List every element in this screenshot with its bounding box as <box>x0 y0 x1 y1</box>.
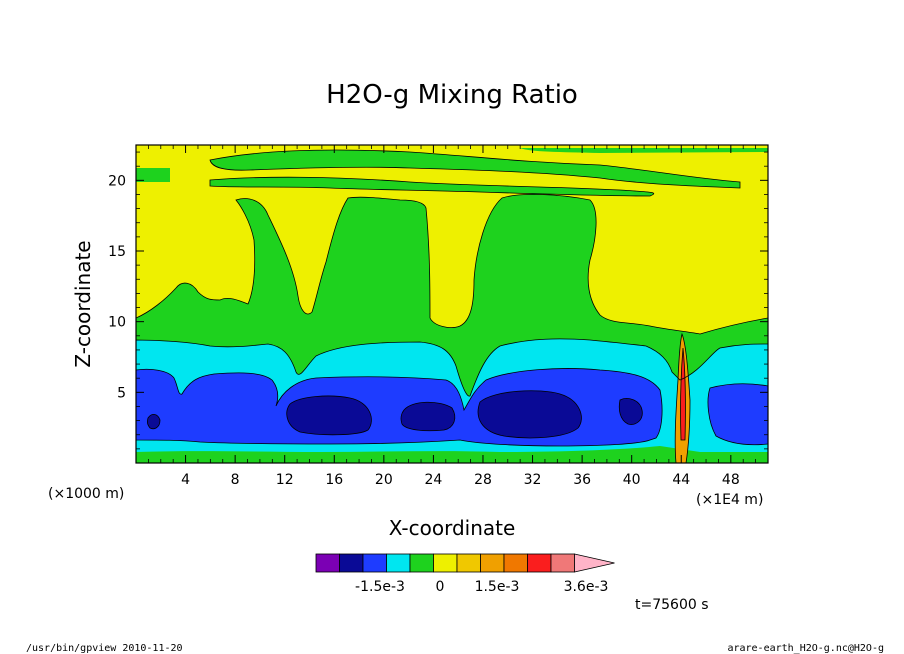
contour-line <box>680 347 686 441</box>
x-tick-label: 32 <box>524 472 542 488</box>
colorbar-swatch <box>315 553 340 573</box>
field-green-top-band <box>210 177 654 196</box>
field-green-top-left <box>136 168 170 182</box>
colorbar: -1.5e-3 0 1.5e-3 3.6e-3 <box>315 553 615 595</box>
colorbar-label: 3.6e-3 <box>564 579 609 595</box>
contour-line <box>136 368 663 447</box>
x-axis: 4 8 12 16 20 24 28 32 36 40 44 48 <box>147 145 757 488</box>
field-green-top <box>210 150 740 188</box>
x-axis-label: X-coordinate <box>389 516 516 540</box>
contour-line <box>209 176 655 197</box>
x-unit-label: (×1000 m) <box>48 486 124 502</box>
x-tick-label: 8 <box>231 472 240 488</box>
field-darkblue-core-2 <box>400 402 455 431</box>
contour-line <box>618 398 643 425</box>
footer-left: /usr/bin/gpview 2010-11-20 <box>26 643 183 654</box>
colorbar-swatch <box>550 553 575 573</box>
contour-line <box>136 193 768 463</box>
contour-line <box>286 395 372 436</box>
colorbar-swatch <box>480 553 505 573</box>
colorbar-label: 1.5e-3 <box>475 579 520 595</box>
chart-title: H2O-g Mixing Ratio <box>326 80 578 110</box>
x-tick-label: 28 <box>474 472 492 488</box>
colorbar-arrow <box>574 553 615 573</box>
colorbar-swatch <box>409 553 434 573</box>
colorbar-label: 0 <box>436 579 445 595</box>
field-darkblue-core-4 <box>147 414 160 429</box>
x-tick-label: 24 <box>424 472 442 488</box>
x-tick-label: 40 <box>623 472 641 488</box>
contour-line <box>400 401 456 432</box>
field-darkblue-core-5 <box>619 398 643 425</box>
x-tick-label: 44 <box>672 472 690 488</box>
contour-line <box>477 390 582 439</box>
y-tick-label: 5 <box>117 385 126 401</box>
y-tick-label: 15 <box>108 244 126 260</box>
colorbar-label: -1.5e-3 <box>355 579 405 595</box>
colorbar-swatch <box>433 553 458 573</box>
field-darkblue-core-1 <box>286 396 372 435</box>
colorbar-swatch <box>503 553 528 573</box>
x-tick-label: 36 <box>573 472 591 488</box>
plot-frame <box>135 144 769 464</box>
time-label: t=75600 s <box>635 597 709 613</box>
field-darkblue-core-3 <box>478 390 582 438</box>
contour-lines <box>136 149 768 463</box>
y-axis-label: Z-coordinate <box>71 240 95 367</box>
x-tick-label: 48 <box>722 472 740 488</box>
field-blue-right <box>708 383 768 445</box>
field-blue <box>136 368 663 446</box>
y-axis: 5 10 15 20 <box>108 151 768 450</box>
footer-right: arare-earth_H2O-g.nc@H2O-g <box>727 643 884 654</box>
field-green-ground <box>136 446 768 463</box>
contour-line <box>707 383 768 446</box>
x-tick-label: 4 <box>181 472 190 488</box>
y-tick-label: 10 <box>108 315 126 331</box>
contour-line <box>674 332 691 463</box>
y-tick-label: 20 <box>108 173 126 189</box>
colorbar-swatch <box>339 553 364 573</box>
x-tick-label: 16 <box>325 472 343 488</box>
x-scale-note: (×1E4 m) <box>696 492 763 508</box>
colorbar-swatch <box>386 553 411 573</box>
colorbar-swatch <box>456 553 481 573</box>
contour-line <box>147 414 161 430</box>
colorbar-swatch <box>362 553 387 573</box>
x-tick-label: 12 <box>276 472 294 488</box>
x-tick-label: 20 <box>375 472 393 488</box>
colorbar-swatch <box>527 553 552 573</box>
contour-line <box>136 338 768 463</box>
contour-line <box>209 149 741 189</box>
